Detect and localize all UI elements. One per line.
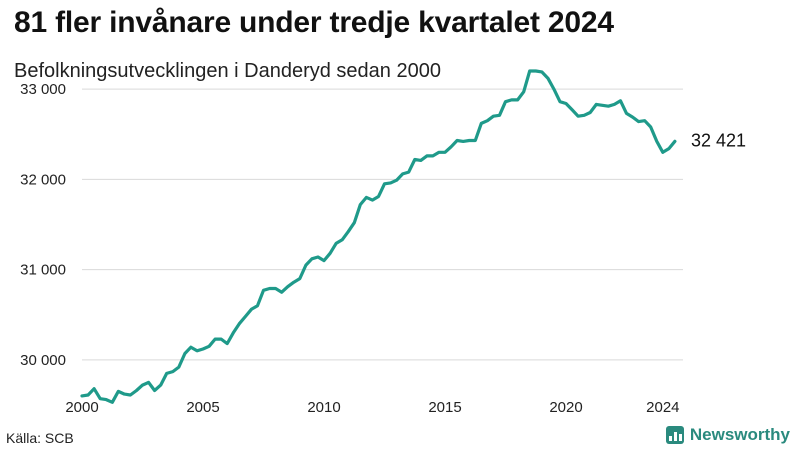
y-axis-ticks: 30 000 31 000 32 000 33 000 — [20, 81, 66, 369]
source-note: Källa: SCB — [6, 430, 74, 446]
line-chart: 30 000 31 000 32 000 33 000 2000 2005 2010 201… — [20, 69, 746, 416]
brand-logo: Newsworthy — [665, 425, 790, 445]
x-tick-label: 2015 — [428, 399, 461, 416]
x-tick-label: 2020 — [549, 399, 582, 416]
end-value-label: 32 421 — [691, 130, 746, 150]
y-tick-label: 30 000 — [20, 352, 66, 369]
series-line — [80, 69, 677, 404]
chart-title: 81 fler invånare under tredje kvartalet … — [14, 6, 614, 39]
y-tick-label: 31 000 — [20, 262, 66, 279]
y-tick-label: 33 000 — [20, 81, 66, 98]
x-tick-label: 2005 — [186, 399, 219, 416]
x-tick-label: 2010 — [307, 399, 340, 416]
brand-name: Newsworthy — [689, 425, 790, 444]
x-tick-label: 2024 — [646, 399, 679, 416]
y-tick-label: 32 000 — [20, 171, 66, 188]
newsworthy-logo-icon — [665, 426, 684, 444]
chart-subtitle: Befolkningsutvecklingen i Danderyd sedan… — [14, 60, 441, 82]
series-layer — [80, 69, 677, 404]
x-tick-label: 2000 — [65, 399, 98, 416]
gridlines — [82, 88, 683, 361]
x-axis-ticks: 2000 2005 2010 2015 2020 2024 — [65, 399, 679, 416]
end-value-layer: 32 421 — [691, 130, 746, 150]
